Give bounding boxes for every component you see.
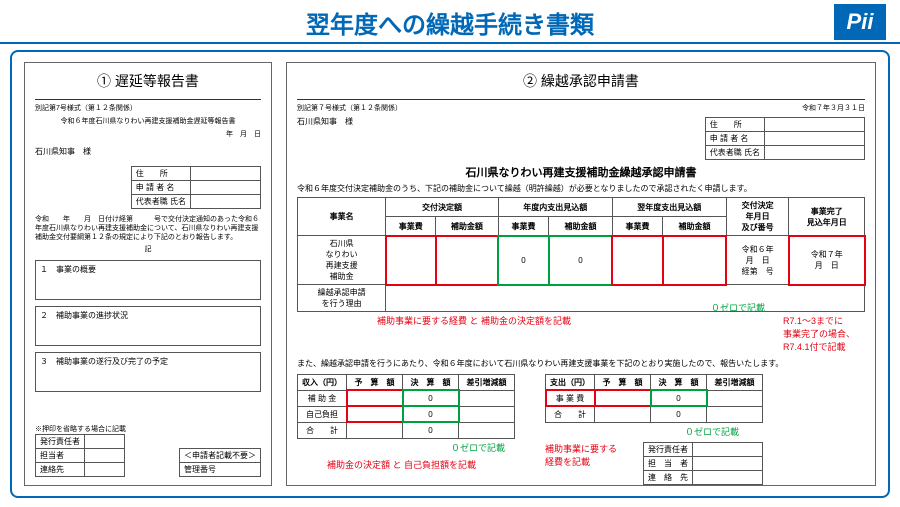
logo: Pii [834, 4, 886, 40]
doc2-main-table: 事業名 交付決定額 年度内支出見込額 翌年度支出見込額 交付決定 年月日 及び番… [297, 197, 865, 312]
doc1-sec2: ２ 補助事業の進捗状況 [35, 306, 261, 346]
doc2-footer-fields: 発行責任者 担 当 者 連 絡 先 [643, 442, 763, 485]
doc2-heading: 石川県なりわい再建支援補助金繰越承認申請書 [297, 164, 865, 180]
doc2-para2: また、繰越承認申請を行うにあたり、令和６年度において石川県なりわい再建支援事業を… [297, 359, 865, 369]
note-red4: 補助事業に要する 経費を記載 [545, 442, 617, 485]
doc2-addressee: 石川県知事 様 [297, 117, 353, 160]
doc1-sec1: １ 事業の概要 [35, 260, 261, 300]
doc1-center: 記 [35, 245, 261, 254]
doc1-sec3: ３ 補助事業の遂行及び完了の予定 [35, 352, 261, 392]
note-zero3: ０ゼロで記載 [685, 425, 763, 438]
doc1-footer-note: ※押印を省略する場合に記載 [35, 425, 126, 434]
doc1-applicant-fields: 住 所 申 請 者 名 代表者職 氏名 [131, 166, 261, 209]
doc1-addressee: 石川県知事 様 [35, 147, 261, 157]
doc2-income-table: 収入（円）予 算 額決 算 額差引増減額 補 助 金0 自己負担0 合 計0 [297, 374, 515, 439]
note-red1: 補助事業に要する経費 と 補助金の決定額を記載 [377, 314, 571, 327]
slide-title: 翌年度への繰越手続き書類 [66, 5, 834, 40]
doc1-form-code: 別記第7号様式（第１２条関係） [35, 104, 261, 113]
doc-delay-report: ① 遅延等報告書 別記第7号様式（第１２条関係） 令和６年度石川県なりわい再建支… [24, 62, 272, 486]
doc1-body: 令和 年 月 日付け経第 号で交付決定通知のあった令和６年度石川県なりわい再建支… [35, 215, 261, 242]
doc1-footer-left: 発行責任者 担当者 連絡先 [35, 434, 125, 477]
doc-carryover-application: ② 繰越承認申請書 別記第７号様式（第１２条関係） 令和７年３月３１日 石川県知… [286, 62, 876, 486]
doc1-subheading: 令和６年度石川県なりわい再建支援補助金遅延等報告書 [35, 117, 261, 126]
doc2-date: 令和７年３月３１日 [802, 104, 865, 113]
doc1-date: 年 月 日 [35, 130, 261, 139]
doc2-lead: 令和６年度交付決定補助金のうち、下記の補助金について繰越（明許繰越）が必要となり… [297, 184, 865, 194]
doc2-form-code: 別記第７号様式（第１２条関係） [297, 104, 402, 113]
note-red2: R7.1～3までに 事業完了の場合、 R7.4.1付で記載 [783, 314, 855, 353]
note-zero2: ０ゼロで記載 [451, 441, 505, 454]
slide-header: 翌年度への繰越手続き書類 Pii [0, 0, 900, 44]
doc1-footer-right: ＜申請者記載不要＞ 管理番号 [179, 448, 261, 477]
doc2-expense-table: 支出（円）予 算 額決 算 額差引増減額 事 業 費0 合 計0 [545, 374, 763, 423]
content-frame: ① 遅延等報告書 別記第7号様式（第１２条関係） 令和６年度石川県なりわい再建支… [10, 50, 890, 498]
doc2-applicant-fields: 住 所 申 請 者 名 代表者職 氏名 [705, 117, 865, 160]
doc2-title: ② 繰越承認申請書 [297, 71, 865, 91]
note-red3: 補助金の決定額 と 自己負担額を記載 [327, 458, 515, 471]
note-zero1: ０ゼロで記載 [711, 301, 765, 314]
doc1-title: ① 遅延等報告書 [35, 71, 261, 91]
